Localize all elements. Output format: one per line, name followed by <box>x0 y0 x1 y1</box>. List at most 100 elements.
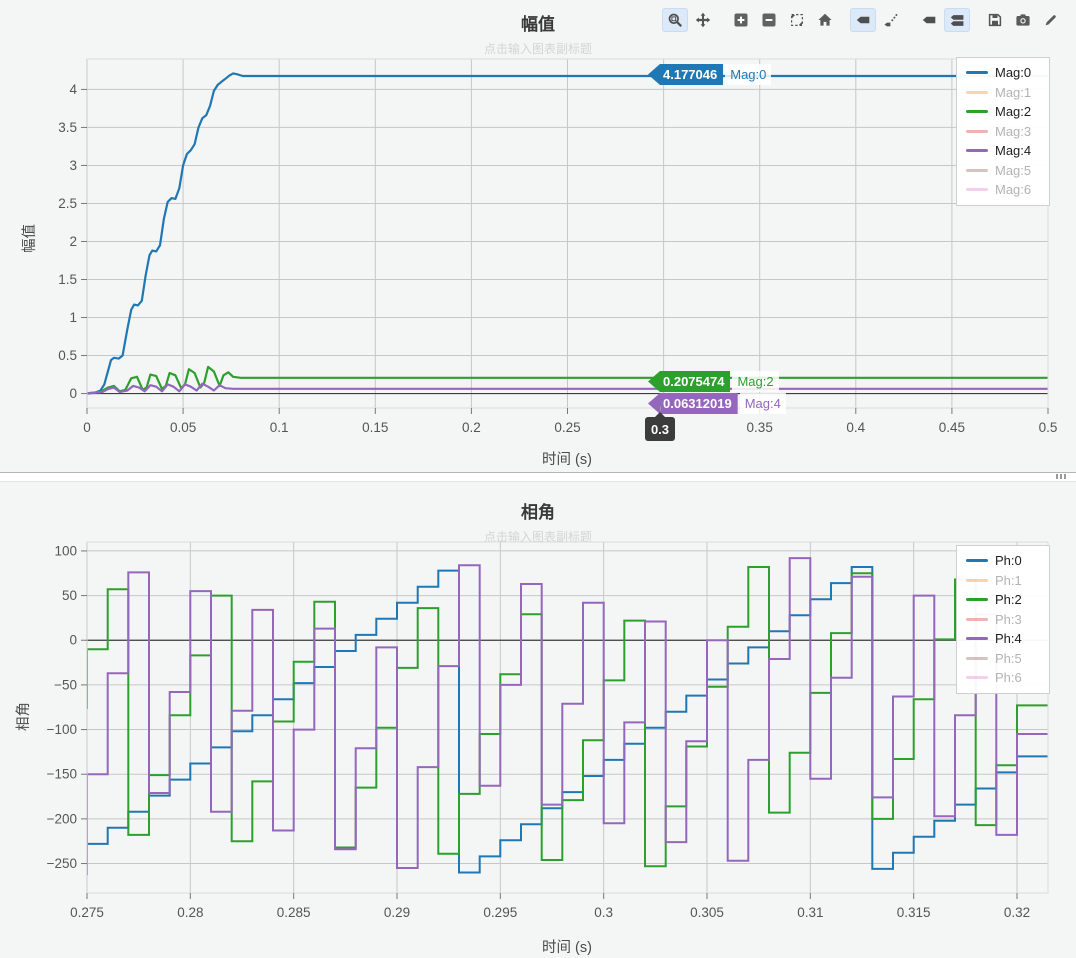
camera-icon <box>1016 14 1030 26</box>
x-tick-label: 0.15 <box>362 420 388 435</box>
x-tick-label: 0.305 <box>690 905 724 920</box>
y-tick-label: −200 <box>47 811 77 826</box>
tool-snapshot[interactable] <box>1010 8 1036 32</box>
stacked-tags-icon <box>950 15 964 26</box>
magnitude-plot-canvas[interactable]: 0 0.05 0.1 0.15 0.2 0.25 0.3 0.35 0.4 0.45 0.5 0 0.5… <box>0 0 1076 472</box>
tool-single-tag[interactable] <box>916 8 942 32</box>
y-tick-label: −250 <box>47 856 77 871</box>
legend-item-Mag:6[interactable]: Mag:6 <box>966 180 1040 200</box>
legend-item-Mag:5[interactable]: Mag:5 <box>966 161 1040 181</box>
legend-item-label: Mag:2 <box>995 104 1032 120</box>
pan-icon <box>695 12 711 28</box>
legend-item-Ph:2[interactable]: Ph:2 <box>966 590 1040 610</box>
legend-item-label: Mag:1 <box>995 84 1032 100</box>
x-tick-label: 0.285 <box>277 905 311 920</box>
legend-item-label: Ph:4 <box>995 631 1022 647</box>
y-tick-label: 100 <box>54 543 77 558</box>
y-tick-label: 1 <box>69 310 77 325</box>
legend-item-label: Mag:3 <box>995 123 1032 139</box>
phase-chart-subtitle[interactable]: 点击输入图表副标题 <box>483 530 592 544</box>
x-tick-label: 0.5 <box>1039 420 1058 435</box>
legend-item-Ph:3[interactable]: Ph:3 <box>966 610 1040 630</box>
series-color-swatch <box>966 71 988 75</box>
magnitude-chart-subtitle[interactable]: 点击输入图表副标题 <box>483 42 592 56</box>
legend-item-Ph:5[interactable]: Ph:5 <box>966 649 1040 669</box>
x-tick-label: 0.05 <box>170 420 196 435</box>
floppy-icon <box>988 13 1002 27</box>
tool-box-zoom[interactable] <box>662 8 688 32</box>
phase-y-axis-label: 相角 <box>16 702 32 731</box>
x-tick-label: 0.25 <box>554 420 580 435</box>
phase-plot-canvas[interactable]: 0.275 0.28 0.285 0.29 0.295 0.3 0.305 0.31 0.315… <box>0 482 1076 958</box>
series-color-swatch <box>966 637 988 641</box>
magnitude-legend: Mag:0 Mag:1 Mag:2 Mag:3 Mag:4 Mag:5 Mag:6 <box>956 57 1050 206</box>
plot-toolbar <box>660 7 1064 33</box>
legend-item-Ph:1[interactable]: Ph:1 <box>966 571 1040 591</box>
y-tick-label: 2 <box>69 234 77 249</box>
legend-item-label: Mag:6 <box>995 182 1032 198</box>
x-tick-label: 0.315 <box>897 905 931 920</box>
legend-item-Mag:3[interactable]: Mag:3 <box>966 122 1040 142</box>
series-Mag:4 <box>87 382 1048 395</box>
phase-legend: Ph:0 Ph:1 Ph:2 Ph:3 Ph:4 Ph:5 Ph:6 <box>956 545 1050 694</box>
tool-save[interactable] <box>982 8 1008 32</box>
y-tick-label: 2.5 <box>58 196 77 211</box>
series-Mag:0 <box>87 72 1048 395</box>
series-color-swatch <box>966 188 988 192</box>
y-tick-label: −100 <box>47 722 77 737</box>
y-tick-label: 3 <box>69 158 77 173</box>
tool-edit[interactable] <box>1038 8 1064 32</box>
series-color-swatch <box>966 559 988 563</box>
series-color-swatch <box>966 90 988 94</box>
y-tick-label: 4 <box>69 82 77 97</box>
legend-item-Mag:4[interactable]: Mag:4 <box>966 141 1040 161</box>
tag-icon <box>922 16 936 24</box>
tool-pan[interactable] <box>690 8 716 32</box>
legend-item-Ph:4[interactable]: Ph:4 <box>966 629 1040 649</box>
series-color-swatch <box>966 168 988 172</box>
series-Ph:4 <box>87 557 1048 876</box>
y-tick-label: −50 <box>54 677 77 692</box>
legend-item-label: Ph:6 <box>995 670 1022 686</box>
magnitude-y-axis-label: 幅值 <box>22 224 38 253</box>
legend-item-Ph:0[interactable]: Ph:0 <box>966 551 1040 571</box>
tool-stacked-tags[interactable] <box>944 8 970 32</box>
x-tick-label: 0.3 <box>594 905 613 920</box>
x-tick-label: 0.29 <box>384 905 410 920</box>
x-tick-label: 0.295 <box>483 905 517 920</box>
tool-zoom-extent[interactable] <box>784 8 810 32</box>
x-tick-label: 0.45 <box>939 420 965 435</box>
legend-item-Mag:2[interactable]: Mag:2 <box>966 102 1040 122</box>
plot-frame <box>86 541 1049 894</box>
tool-hover-tag[interactable] <box>850 8 876 32</box>
minus-square-icon <box>762 13 776 27</box>
y-tick-label: 0 <box>69 386 77 401</box>
legend-item-Mag:0[interactable]: Mag:0 <box>966 63 1040 83</box>
panel-divider <box>0 472 1076 482</box>
legend-item-label: Ph:0 <box>995 553 1022 569</box>
trail-icon <box>884 14 898 27</box>
tool-point-trail[interactable] <box>878 8 904 32</box>
series-Ph:2 <box>87 566 1048 868</box>
legend-item-Mag:1[interactable]: Mag:1 <box>966 83 1040 103</box>
home-icon <box>818 13 832 26</box>
divider-resize-handle[interactable] <box>1056 474 1068 479</box>
magnitude-chart-title[interactable]: 幅值 <box>521 15 555 34</box>
series-color-swatch <box>966 656 988 660</box>
pencil-icon <box>1045 15 1056 26</box>
tool-reset-home[interactable] <box>812 8 838 32</box>
x-tick-label: 0.35 <box>747 420 773 435</box>
x-tick-label: 0.275 <box>70 905 104 920</box>
tool-zoom-out[interactable] <box>756 8 782 32</box>
phase-chart-title[interactable]: 相角 <box>521 503 555 522</box>
y-tick-label: −150 <box>47 767 77 782</box>
expand-icon <box>790 13 804 27</box>
plus-square-icon <box>734 13 748 27</box>
series-color-swatch <box>966 110 988 114</box>
series-color-swatch <box>966 129 988 133</box>
legend-item-Ph:6[interactable]: Ph:6 <box>966 668 1040 688</box>
x-tick-label: 0.32 <box>1004 905 1030 920</box>
y-tick-label: 0.5 <box>58 348 77 363</box>
legend-item-label: Mag:4 <box>995 143 1032 159</box>
tool-zoom-in[interactable] <box>728 8 754 32</box>
